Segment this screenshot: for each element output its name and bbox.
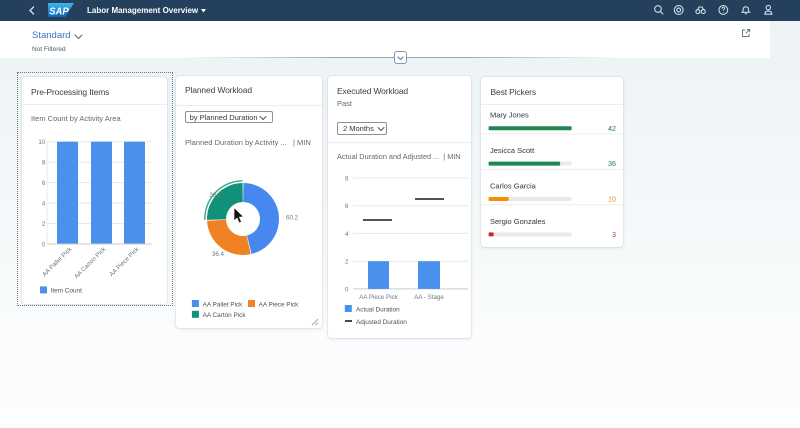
svg-text:8: 8 — [42, 160, 46, 167]
svg-text:36.4: 36.4 — [212, 251, 225, 258]
svg-text:10: 10 — [608, 195, 616, 204]
svg-text:36: 36 — [608, 159, 616, 168]
svg-text:0: 0 — [42, 242, 46, 249]
svg-text:2: 2 — [345, 259, 349, 266]
svg-text:AA - Stage: AA - Stage — [414, 294, 444, 301]
svg-text:3: 3 — [612, 230, 616, 239]
svg-text:AA Pallet Pick: AA Pallet Pick — [203, 301, 244, 308]
svg-text:4: 4 — [42, 201, 46, 208]
svg-text:Jesicca Scott: Jesicca Scott — [490, 146, 535, 155]
svg-text:6: 6 — [42, 180, 46, 187]
svg-text:8: 8 — [345, 176, 349, 183]
svg-text:0: 0 — [345, 286, 349, 293]
svg-text:Item Count: Item Count — [51, 288, 82, 295]
svg-text:Carlos Garcia: Carlos Garcia — [490, 181, 537, 190]
svg-text:Actual Duration: Actual Duration — [356, 306, 400, 313]
svg-text:6: 6 — [345, 203, 349, 210]
svg-text:AA Pallet Pick: AA Pallet Pick — [41, 245, 74, 278]
svg-text:42: 42 — [608, 124, 616, 133]
svg-text:33.2: 33.2 — [209, 192, 222, 199]
svg-text:AA Piece Pick: AA Piece Pick — [108, 245, 141, 278]
svg-text:Sergio Gonzales: Sergio Gonzales — [490, 217, 546, 226]
svg-text:AA Carton Pick: AA Carton Pick — [73, 245, 108, 280]
svg-text:2: 2 — [42, 221, 46, 228]
svg-text:SAP: SAP — [49, 5, 69, 17]
svg-text:Adjusted Duration: Adjusted Duration — [356, 319, 407, 326]
svg-text:10: 10 — [38, 139, 45, 146]
svg-text:4: 4 — [345, 231, 349, 238]
svg-text:AA Piece Pick: AA Piece Pick — [259, 301, 300, 308]
svg-text:Mary Jones: Mary Jones — [490, 111, 529, 120]
svg-text:AA Piece Pick: AA Piece Pick — [359, 294, 398, 301]
svg-text:60.2: 60.2 — [286, 215, 299, 222]
svg-text:AA Carton Pick: AA Carton Pick — [203, 312, 247, 319]
